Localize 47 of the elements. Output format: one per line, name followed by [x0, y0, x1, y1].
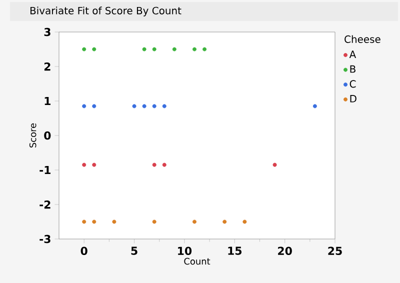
point — [202, 47, 207, 52]
point — [162, 162, 166, 167]
legend-label: B — [350, 65, 356, 73]
x-axis-title: Count — [184, 258, 210, 265]
point — [152, 220, 156, 224]
x-tick-label: 25 — [328, 246, 342, 256]
point — [152, 104, 156, 108]
x-tick-label: 0 — [80, 246, 88, 256]
y-tick-label: 2 — [44, 62, 50, 71]
point — [82, 162, 86, 167]
y-tick-label: 1 — [44, 97, 50, 105]
y-tick-label: -3 — [40, 234, 50, 244]
legend-title: Cheese — [344, 35, 380, 43]
y-tick-label: -2 — [40, 200, 50, 209]
point — [142, 104, 146, 108]
y-axis-title: Score — [29, 123, 36, 148]
legend-label: C — [350, 80, 356, 88]
chart-title: Bivariate Fit of Score By Count — [30, 6, 182, 16]
point — [92, 162, 96, 167]
point — [92, 47, 96, 52]
point — [82, 104, 86, 108]
legend-label: D — [350, 95, 356, 102]
point — [132, 104, 136, 108]
y-tick-label: 0 — [44, 131, 51, 140]
point — [272, 162, 277, 167]
x-tick-label: 5 — [131, 246, 138, 255]
point — [152, 47, 156, 52]
point — [192, 220, 196, 224]
point — [162, 104, 166, 108]
x-tick-label: 10 — [178, 246, 192, 256]
point — [242, 220, 247, 224]
point — [112, 220, 116, 224]
point — [312, 104, 317, 108]
point — [82, 220, 86, 224]
x-tick-label: 20 — [278, 246, 292, 256]
point — [92, 104, 96, 108]
legend-label: A — [349, 50, 356, 58]
point — [82, 47, 86, 52]
y-tick-label: 3 — [44, 28, 50, 36]
point — [172, 47, 176, 52]
point — [92, 220, 96, 224]
point — [192, 47, 196, 52]
y-tick-label: -1 — [40, 166, 50, 174]
point — [152, 162, 156, 167]
point — [222, 220, 227, 224]
point — [142, 47, 146, 52]
x-tick-label: 15 — [228, 246, 242, 255]
